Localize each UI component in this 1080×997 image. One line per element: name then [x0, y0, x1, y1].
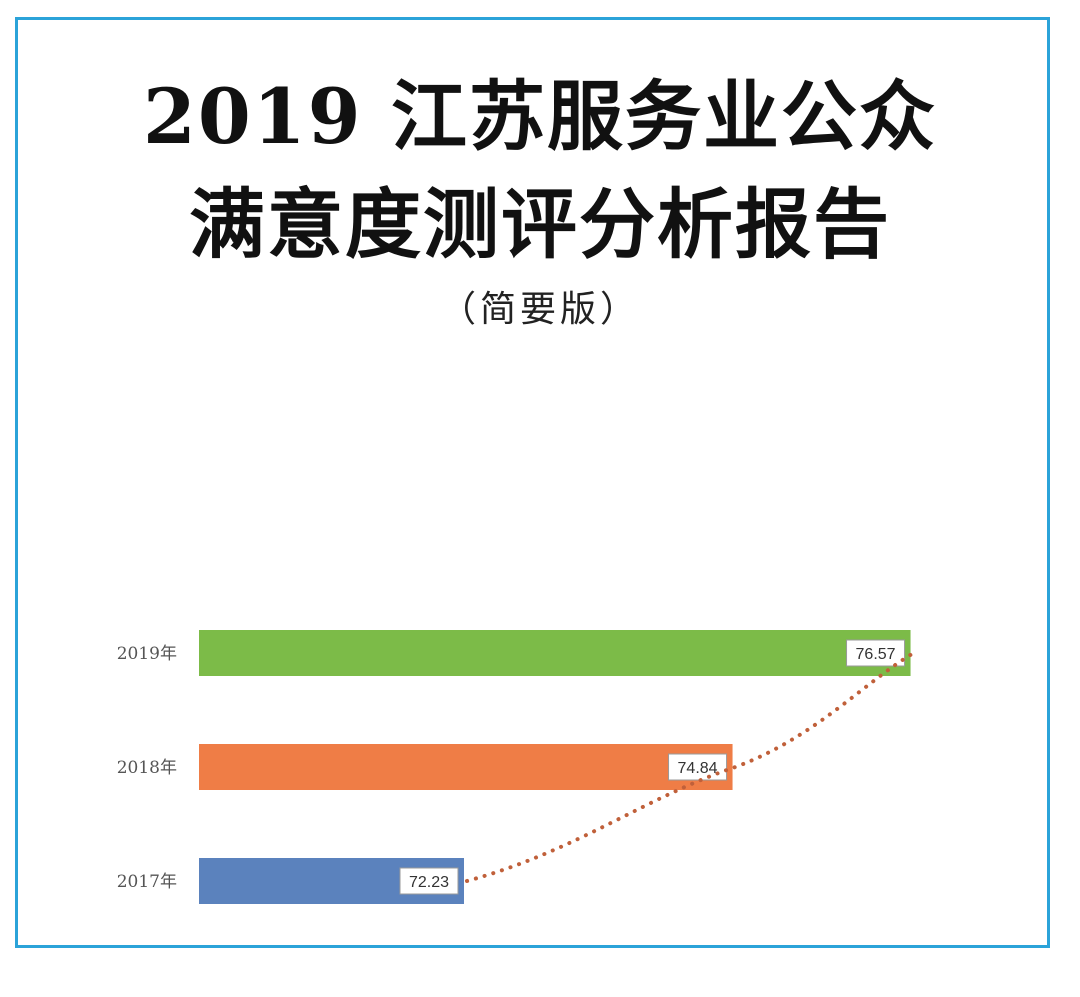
- title-line-2: 满意度测评分析报告: [189, 180, 891, 269]
- bar-2019年: [199, 630, 911, 676]
- trend-line: [465, 651, 916, 883]
- category-label: 2018年: [117, 758, 177, 778]
- title-line-1: 2019 江苏服务业公众: [143, 72, 937, 161]
- category-label: 2017年: [117, 872, 177, 892]
- value-label: 74.84: [678, 760, 718, 777]
- value-label-box: [668, 753, 728, 781]
- category-label: 2019年: [117, 644, 177, 664]
- value-label: 72.23: [409, 874, 449, 891]
- value-label-box: [399, 867, 459, 895]
- page-frame: [15, 17, 1050, 948]
- bar-2018年: [199, 744, 733, 790]
- value-label-box: [846, 639, 906, 667]
- value-label: 76.57: [856, 646, 896, 663]
- subtitle: （简要版）: [439, 289, 640, 330]
